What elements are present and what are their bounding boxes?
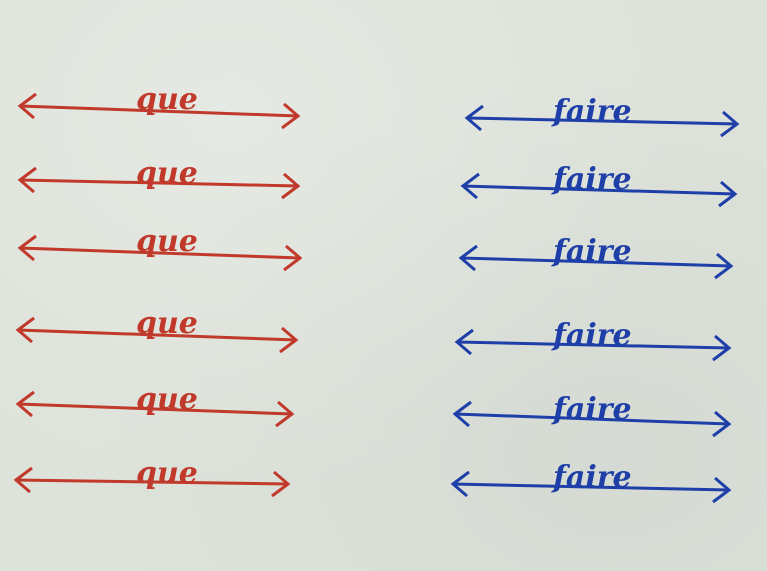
double-arrow-icon <box>17 92 301 130</box>
double-arrow-icon <box>464 104 740 138</box>
double-arrow-icon <box>450 470 732 504</box>
que-arrow-row-1: que <box>10 78 340 138</box>
word-que: que <box>136 224 198 259</box>
double-arrow-icon <box>460 172 738 208</box>
word-que: que <box>136 456 198 491</box>
word-faire: faire <box>553 162 632 197</box>
right-column-faire: faire faire faire faire <box>445 0 767 571</box>
que-arrow-row-3: que <box>10 220 340 280</box>
faire-arrow-row-5: faire <box>445 388 767 448</box>
double-arrow-icon <box>17 166 301 200</box>
word-faire: faire <box>553 392 632 427</box>
double-arrow-icon <box>13 466 291 498</box>
double-arrow-icon <box>454 328 732 362</box>
word-faire: faire <box>553 460 632 495</box>
faire-arrow-row-1: faire <box>445 90 767 150</box>
double-arrow-icon <box>15 316 299 354</box>
faire-arrow-row-2: faire <box>445 158 767 218</box>
double-arrow-icon <box>452 400 732 438</box>
faire-arrow-row-4: faire <box>445 314 767 374</box>
word-faire: faire <box>553 318 632 353</box>
word-que: que <box>136 382 198 417</box>
word-faire: faire <box>553 94 632 129</box>
faire-arrow-row-3: faire <box>445 230 767 290</box>
que-arrow-row-4: que <box>10 302 340 362</box>
double-arrow-icon <box>458 244 734 280</box>
word-que: que <box>136 82 198 117</box>
word-faire: faire <box>553 234 632 269</box>
left-column-que: que que que que <box>10 0 340 571</box>
que-arrow-row-2: que <box>10 152 340 212</box>
double-arrow-icon <box>17 234 303 272</box>
faire-arrow-row-6: faire <box>445 456 767 516</box>
double-arrow-icon <box>15 390 295 428</box>
que-arrow-row-5: que <box>10 378 340 438</box>
word-que: que <box>136 156 198 191</box>
word-que: que <box>136 306 198 341</box>
que-arrow-row-6: que <box>10 452 340 512</box>
